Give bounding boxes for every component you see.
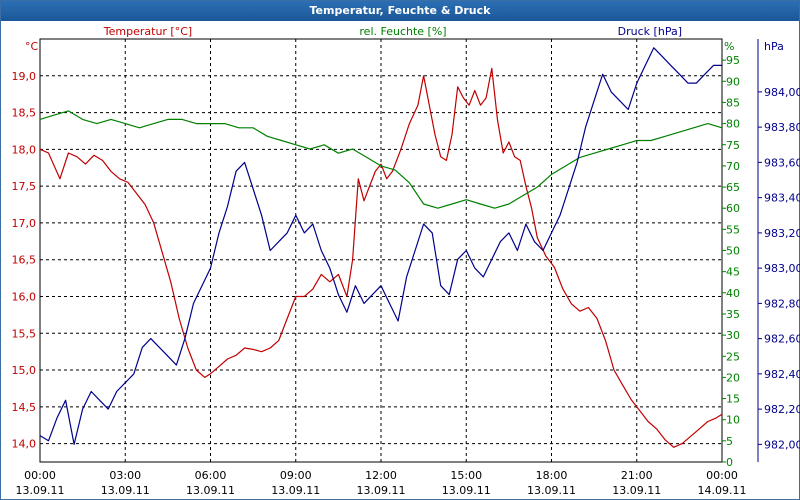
y-tick-humidity: 75 xyxy=(726,139,740,152)
x-tick-date: 13.09.11 xyxy=(101,484,150,497)
x-tick-time: 03:00 xyxy=(109,469,141,482)
y-tick-humidity: 15 xyxy=(726,393,740,406)
y-tick-humidity: 85 xyxy=(726,96,740,109)
y-tick-humidity: 50 xyxy=(726,245,740,258)
y-tick-temperature: 17,5 xyxy=(12,180,37,193)
y-tick-humidity: 55 xyxy=(726,223,740,236)
y-tick-pressure: 983,40 xyxy=(764,192,800,205)
y-tick-temperature: 15,5 xyxy=(12,327,37,340)
y-tick-humidity: 35 xyxy=(726,308,740,321)
y-tick-pressure: 982,20 xyxy=(764,403,800,416)
y-tick-humidity: 60 xyxy=(726,202,740,215)
axis-title-temperature: Temperatur [°C] xyxy=(103,25,192,38)
y-tick-pressure: 983,20 xyxy=(764,227,800,240)
y-tick-humidity: 95 xyxy=(726,54,740,67)
x-tick-date: 13.09.11 xyxy=(612,484,661,497)
x-tick-time: 21:00 xyxy=(621,469,653,482)
x-tick-time: 00:00 xyxy=(706,469,738,482)
y-tick-humidity: 45 xyxy=(726,266,740,279)
x-tick-date: 13.09.11 xyxy=(186,484,235,497)
y-tick-pressure: 984,00 xyxy=(764,86,800,99)
y-tick-pressure: 982,80 xyxy=(764,297,800,310)
x-tick-time: 18:00 xyxy=(536,469,568,482)
y-tick-temperature: 18,0 xyxy=(12,143,37,156)
x-tick-date: 13.09.11 xyxy=(527,484,576,497)
y-tick-humidity: 20 xyxy=(726,371,740,384)
y-tick-temperature: 17,0 xyxy=(12,217,37,230)
y-tick-temperature: 14,5 xyxy=(12,401,37,414)
series-line-temperature xyxy=(39,67,723,448)
y-tick-humidity: 40 xyxy=(726,287,740,300)
x-tick-date: 13.09.11 xyxy=(357,484,406,497)
x-tick-date: 14.09.11 xyxy=(698,484,747,497)
axes-layer: 00:00 13.09.11 03:00 13.09.11 06:00 13.09.11 0… xyxy=(12,25,800,497)
unit-label-pressure: hPa xyxy=(764,40,784,53)
axis-title-pressure: Druck [hPa] xyxy=(618,25,682,38)
y-tick-temperature: 14,0 xyxy=(12,438,37,451)
x-tick-date: 13.09.11 xyxy=(442,484,491,497)
unit-label-temperature: °C xyxy=(25,40,39,53)
y-tick-temperature: 16,5 xyxy=(12,254,37,267)
x-tick-time: 09:00 xyxy=(280,469,312,482)
y-tick-humidity: 90 xyxy=(726,75,740,88)
y-tick-humidity: 0 xyxy=(726,456,733,469)
y-tick-humidity: 5 xyxy=(726,435,733,448)
x-tick-date: 13.09.11 xyxy=(16,484,65,497)
x-tick-time: 15:00 xyxy=(450,469,482,482)
y-tick-temperature: 16,0 xyxy=(12,290,37,303)
y-tick-temperature: 19,0 xyxy=(12,70,37,83)
y-tick-humidity: 65 xyxy=(726,181,740,194)
y-tick-humidity: 25 xyxy=(726,350,740,363)
axis-title-humidity: rel. Feuchte [%] xyxy=(359,25,446,38)
x-tick-time: 06:00 xyxy=(195,469,227,482)
y-tick-pressure: 983,00 xyxy=(764,262,800,275)
y-tick-pressure: 983,80 xyxy=(764,121,800,134)
x-tick-date: 13.09.11 xyxy=(271,484,320,497)
x-tick-time: 12:00 xyxy=(365,469,397,482)
y-tick-temperature: 18,5 xyxy=(12,107,37,120)
series-line-pressure xyxy=(39,47,722,445)
series-layer xyxy=(39,47,723,448)
window-title: Temperatur, Feuchte & Druck xyxy=(1,1,799,21)
y-tick-humidity: 80 xyxy=(726,118,740,131)
unit-label-humidity: % xyxy=(724,40,734,53)
y-tick-pressure: 983,60 xyxy=(764,156,800,169)
y-tick-pressure: 982,40 xyxy=(764,368,800,381)
y-tick-humidity: 70 xyxy=(726,160,740,173)
series-line-humidity xyxy=(39,110,723,209)
x-tick-time: 00:00 xyxy=(24,469,56,482)
y-tick-temperature: 15,0 xyxy=(12,364,37,377)
y-tick-pressure: 982,60 xyxy=(764,333,800,346)
y-tick-humidity: 30 xyxy=(726,329,740,342)
y-tick-humidity: 10 xyxy=(726,414,740,427)
y-tick-pressure: 982,00 xyxy=(764,438,800,451)
